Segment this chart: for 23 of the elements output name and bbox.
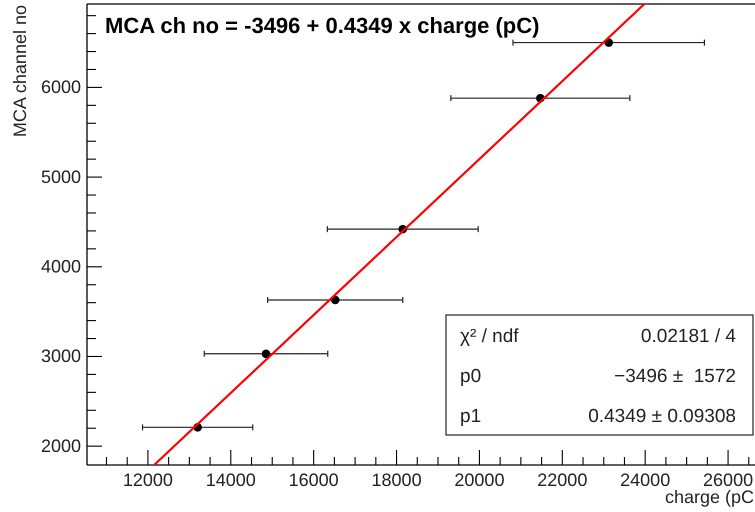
annotation: 0.02181 / 4 [640,326,736,347]
annotation: 0.4349 ± 0.09308 [588,406,736,427]
x-tick-label: 18000 [372,470,422,490]
y-tick-label: 6000 [40,77,81,98]
x-tick-label: 16000 [288,470,339,490]
x-tick-label: 12000 [122,470,173,490]
chart-title: MCA ch no = -3496 + 0.4349 x charge (pC) [105,13,540,38]
annotation: χ² / ndf [460,326,520,347]
x-tick-label: 22000 [537,470,588,490]
x-tick-label: 24000 [620,470,670,490]
annotation: −3496 ± 1572 [614,366,736,387]
annotation: p1 [460,406,482,427]
y-tick-label: 5000 [40,166,81,187]
x-axis-title: charge (pC [664,487,754,507]
annotation: p0 [460,366,482,387]
x-tick-label: 26000 [703,470,754,490]
y-tick-label: 3000 [40,346,81,366]
x-tick-label: 20000 [454,470,504,490]
x-tick-label: 14000 [206,470,256,490]
y-tick-label: 2000 [40,436,81,456]
y-tick-label: 4000 [40,256,81,277]
point [262,349,270,358]
y-axis-title: MCA channel no [10,5,30,138]
